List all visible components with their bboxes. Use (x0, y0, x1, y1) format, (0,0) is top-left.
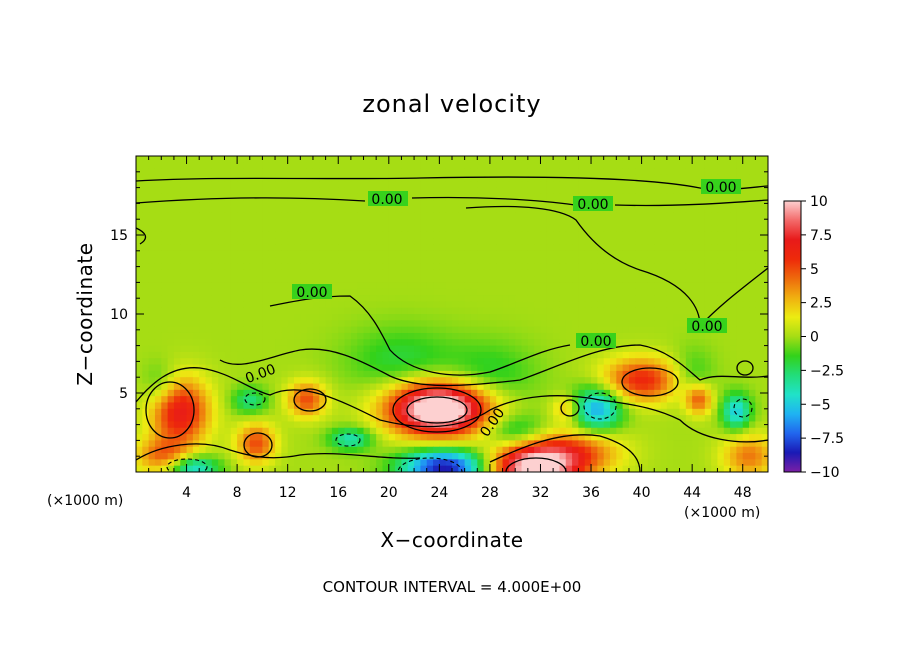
x-tick-label: 20 (380, 485, 398, 501)
contour-line-upper-2 (136, 196, 768, 207)
contour-label: 0.00 (705, 180, 736, 196)
y-axis: 5 10 15 (110, 171, 768, 457)
contour-ring-peak-outer (392, 387, 482, 433)
contour-ring-left (145, 381, 195, 439)
contour-line-mid (465, 205, 768, 328)
x-tick-label: 40 (633, 485, 651, 501)
colorbar-tick-label: 7.5 (810, 228, 832, 244)
contour-ring-bottom (505, 457, 567, 472)
x-axis: 4 8 12 16 20 24 28 32 36 40 44 48 (148, 156, 756, 501)
y-tick-label: 15 (110, 228, 128, 244)
contour-ring-34 (560, 399, 580, 417)
x-axis-label: X−coordinate (380, 528, 523, 552)
colorbar-tick-label: 0 (810, 330, 819, 346)
contour-label: 0.00 (577, 197, 608, 213)
contour-line-wave (219, 344, 768, 387)
velocity-field (136, 156, 768, 472)
contour-line-bottom (136, 434, 641, 472)
dashed-ring-neg-4 (166, 458, 208, 472)
y-tick-label: 10 (110, 307, 128, 323)
contour-ring-right (736, 360, 754, 376)
x-units-right: (×1000 m) (684, 505, 760, 521)
contour-interval-note: CONTOUR INTERVAL = 4.000E+00 (323, 578, 582, 596)
x-tick-label: 24 (430, 485, 448, 501)
x-tick-label: 16 (329, 485, 347, 501)
dashed-ring-neg-24 (397, 457, 463, 472)
contour-ring-13 (293, 388, 327, 412)
x-tick-label: 12 (279, 485, 297, 501)
dashed-ring-neg-36 (583, 392, 617, 420)
x-tick-label: 48 (734, 485, 752, 501)
contour-line-lower (136, 367, 768, 443)
dashed-ring-neg-17 (335, 433, 361, 447)
contour-labels: 0.00 0.00 0.00 0.00 0.00 0.00 0.00 0.00 (243, 179, 741, 440)
colorbar-tick-label: 2.5 (810, 296, 832, 312)
colorbar-tick-label: −10 (810, 465, 840, 481)
x-tick-label: 44 (683, 485, 701, 501)
contour-lines-dashed (166, 392, 753, 472)
y-axis-label: Z−coordinate (73, 242, 97, 385)
contour-ring-10 (243, 432, 273, 458)
colorbar (783, 200, 802, 473)
contour-ring-40 (621, 367, 679, 397)
colorbar-tick-label: −2.5 (810, 363, 844, 379)
x-tick-label: 4 (182, 485, 191, 501)
x-units-left: (×1000 m) (47, 493, 123, 509)
colorbar-tick-label: 10 (810, 194, 828, 210)
x-tick-label: 8 (233, 485, 242, 501)
colorbar-tick-label: −7.5 (810, 431, 844, 447)
chart-title: zonal velocity (362, 90, 541, 118)
dashed-ring-neg-9 (244, 392, 266, 406)
x-tick-label: 28 (481, 485, 499, 501)
y-tick-label: 5 (119, 386, 128, 402)
colorbar-tick-label: 5 (810, 262, 819, 278)
colorbar-ticks: 10 7.5 5 2.5 0 −2.5 −5 −7.5 −10 (801, 194, 844, 481)
contour-line-left-upper (136, 227, 147, 245)
contour-label: 0.00 (691, 319, 722, 335)
contour-label: 0.00 (371, 192, 402, 208)
x-tick-label: 36 (582, 485, 600, 501)
colorbar-tick-label: −5 (810, 397, 831, 413)
contour-ring-peak (406, 396, 468, 424)
x-tick-label: 32 (532, 485, 550, 501)
contour-label: 0.00 (296, 285, 327, 301)
dashed-ring-neg-47 (733, 398, 753, 418)
contour-label: 0.00 (580, 334, 611, 350)
